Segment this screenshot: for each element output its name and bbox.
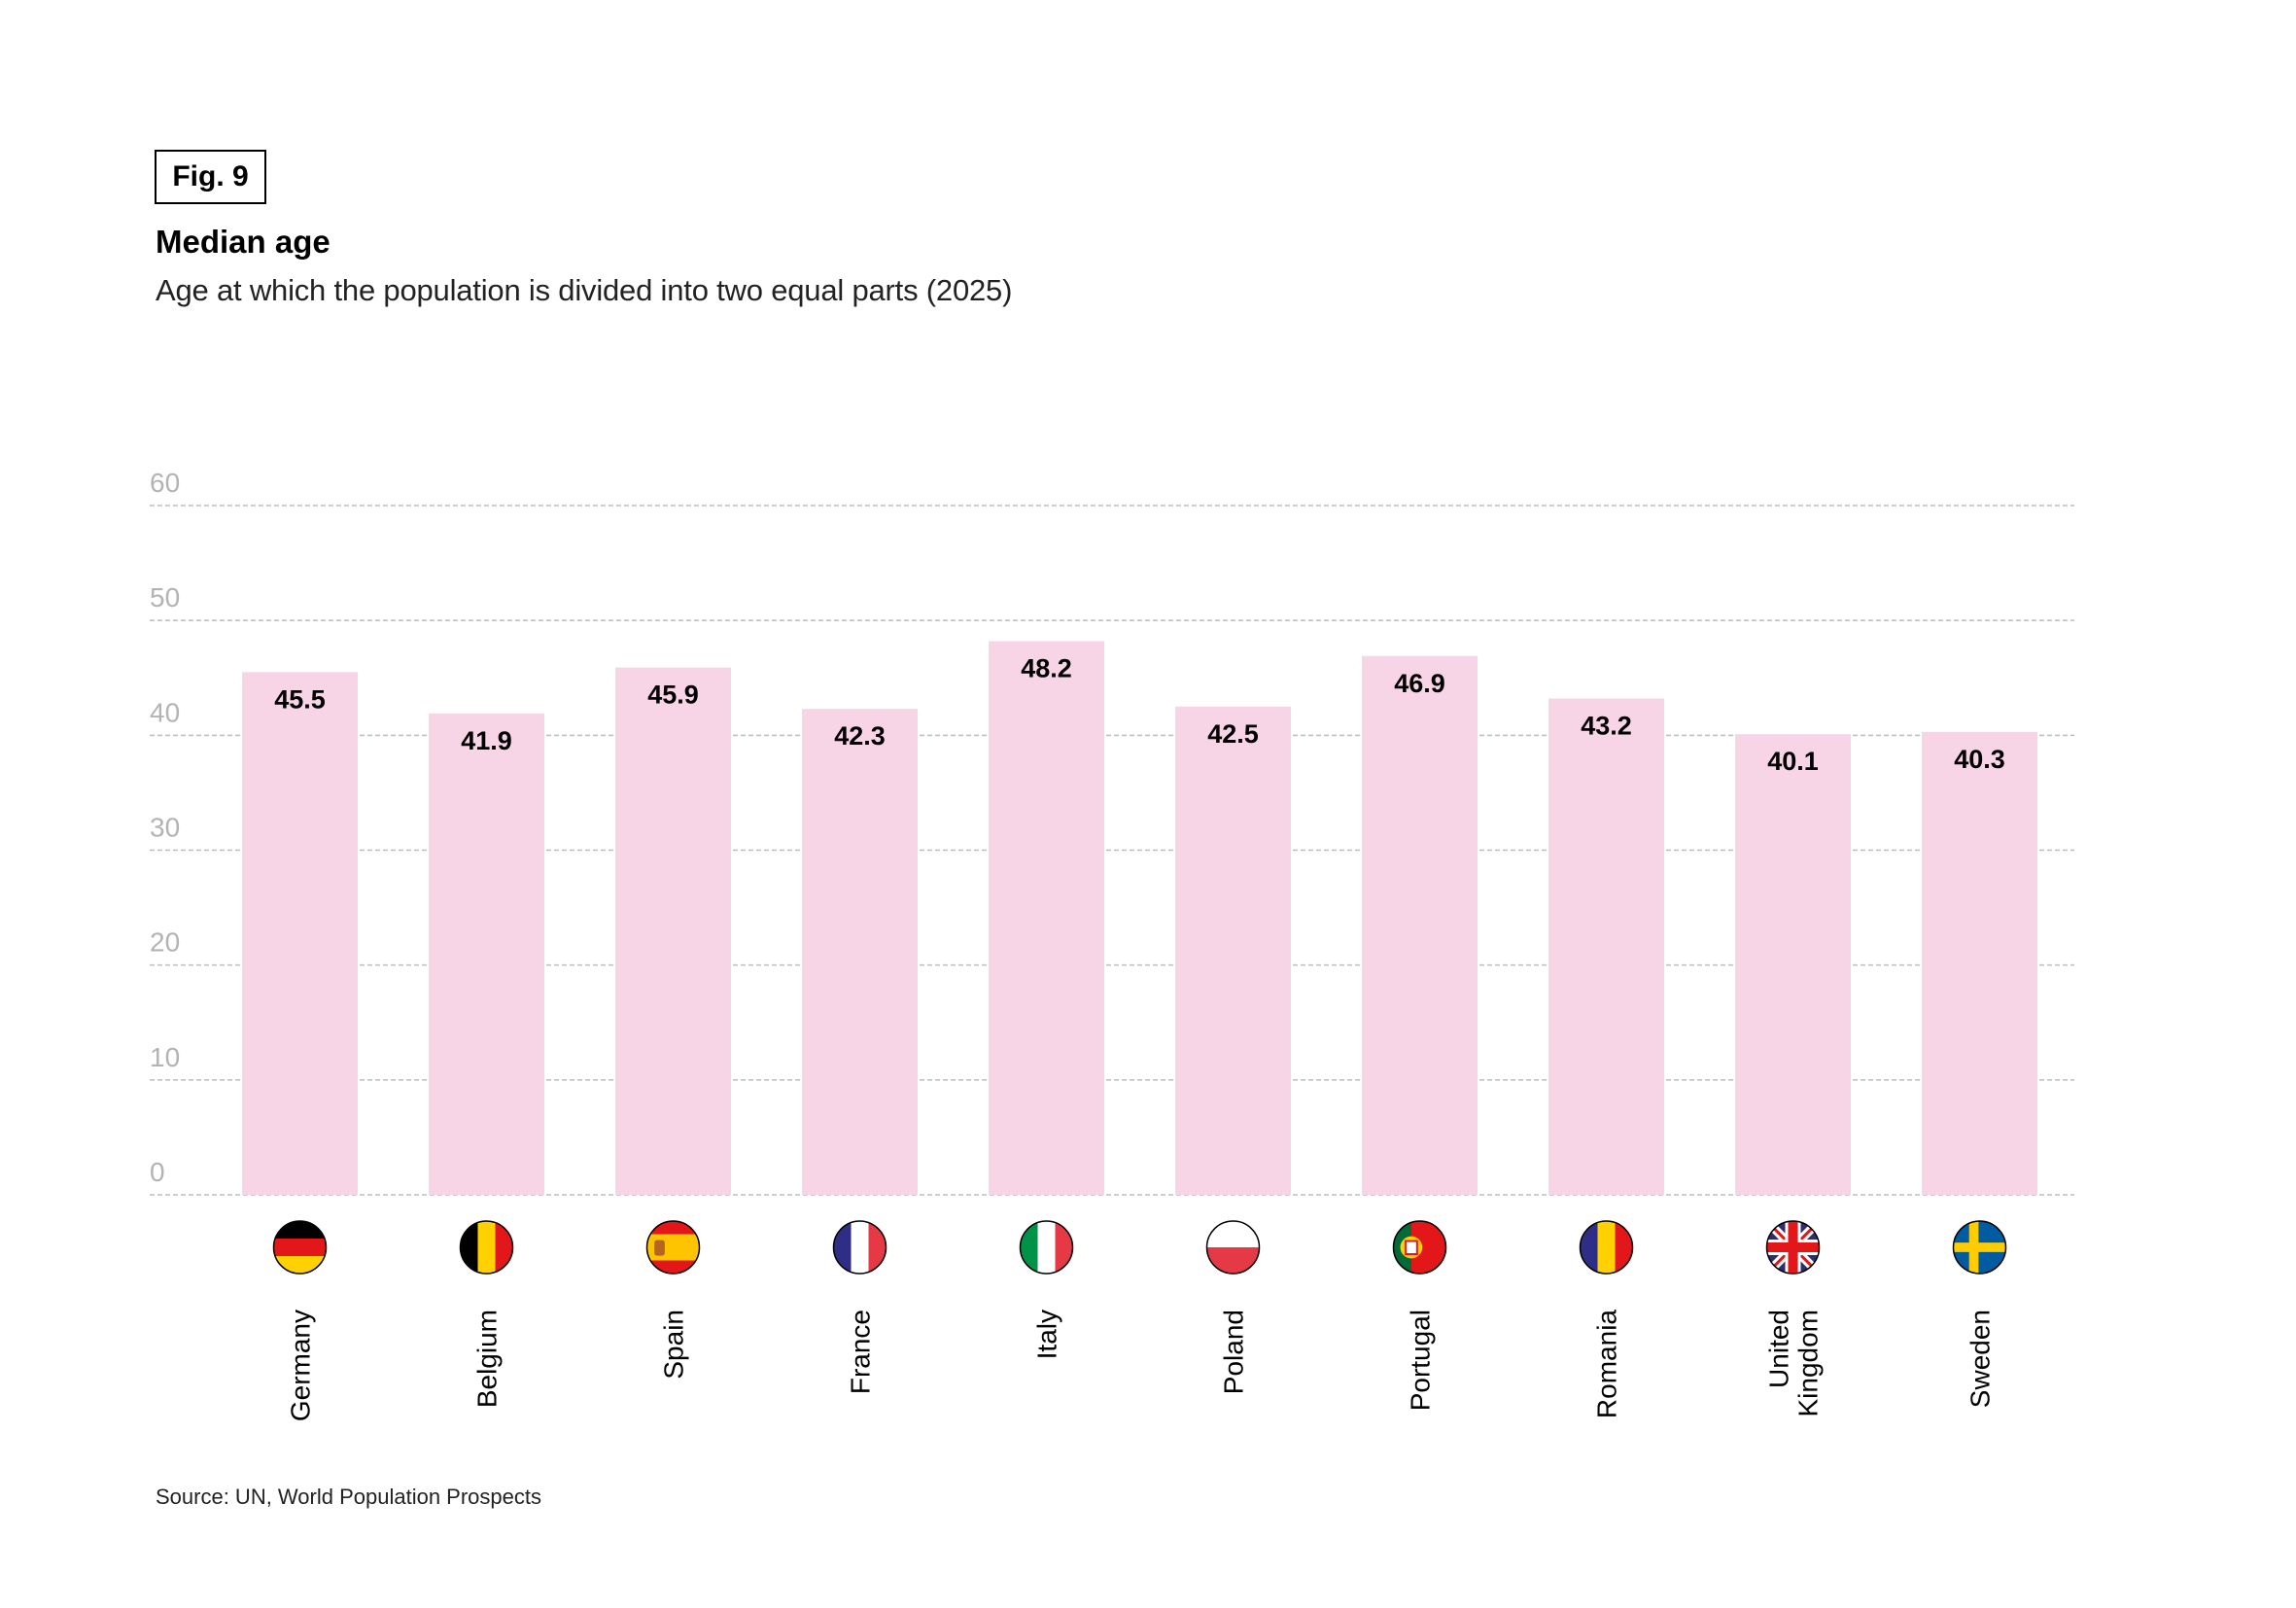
x-axis-labels: Germany Belgium Spain France Italy Poland Port…	[286, 1310, 1996, 1422]
y-axis-ticks: 0 10 20 30 40 50 60	[150, 468, 180, 1187]
value-label: 48.2	[1021, 653, 1072, 682]
x-tick-label-line: Spain	[659, 1310, 689, 1380]
x-tick-label: Italy	[1032, 1310, 1062, 1359]
romania-flag-icon	[1579, 1220, 1634, 1275]
value-label: 46.9	[1394, 669, 1445, 698]
bar-italy	[989, 641, 1104, 1195]
sweden-flag-icon	[1952, 1220, 2007, 1275]
x-tick-label: Poland	[1219, 1310, 1249, 1394]
bar-sweden	[1922, 731, 2037, 1195]
value-label: 40.3	[1954, 745, 2005, 774]
source-note: Source: UN, World Population Prospects	[156, 1485, 541, 1509]
x-tick-label-line: Romania	[1592, 1310, 1622, 1418]
y-tick-label: 50	[150, 582, 180, 612]
x-tick-label-line: Kingdom	[1793, 1310, 1824, 1417]
chart-subtitle: Age at which the population is divided i…	[156, 273, 1013, 307]
x-tick-label-line: France	[846, 1310, 876, 1394]
x-tick-label-line: Sweden	[1966, 1310, 1996, 1408]
value-label: 45.9	[647, 681, 699, 710]
x-tick-label-line: United	[1764, 1310, 1794, 1388]
chart-title: Median age	[156, 224, 330, 260]
x-tick-label-line: Poland	[1219, 1310, 1249, 1394]
value-label: 43.2	[1581, 712, 1632, 741]
figure-label: Fig. 9	[155, 150, 266, 204]
y-tick-label: 30	[150, 813, 180, 843]
x-tick-label: Sweden	[1966, 1310, 1996, 1408]
y-tick-label: 40	[150, 697, 180, 727]
x-tick-label: Belgium	[472, 1310, 503, 1408]
germany-flag-icon	[272, 1220, 328, 1275]
poland-flag-icon	[1205, 1220, 1261, 1275]
value-label: 41.9	[461, 726, 512, 755]
bar-spain	[615, 667, 731, 1195]
x-tick-label: Portugal	[1406, 1310, 1436, 1411]
bar-united-kingdom	[1735, 734, 1851, 1195]
belgium-flag-icon	[459, 1220, 514, 1275]
x-tick-label-line: Portugal	[1406, 1310, 1436, 1411]
y-tick-label: 60	[150, 468, 180, 498]
value-labels: 45.5 41.9 45.9 42.3 48.2 42.5 46.9 43.2 40.1 40.3	[274, 653, 2005, 776]
italy-flag-icon	[1019, 1220, 1074, 1275]
portugal-flag-icon	[1392, 1220, 1447, 1275]
france-flag-icon	[832, 1220, 887, 1275]
bar-france	[802, 709, 918, 1195]
y-tick-label: 20	[150, 927, 180, 958]
x-tick-label: Romania	[1592, 1310, 1622, 1418]
bar-poland	[1175, 706, 1291, 1195]
bar-germany	[242, 672, 358, 1195]
x-tick-label: France	[846, 1310, 876, 1394]
flags	[272, 1220, 2007, 1275]
spain-flag-icon	[645, 1220, 701, 1275]
value-label: 40.1	[1767, 747, 1819, 776]
x-tick-label: Spain	[659, 1310, 689, 1380]
x-tick-label-line: Italy	[1032, 1310, 1062, 1359]
bar-portugal	[1362, 655, 1478, 1195]
x-tick-label-line: Belgium	[472, 1310, 503, 1408]
bars	[242, 641, 2037, 1195]
y-tick-label: 10	[150, 1042, 180, 1072]
bar-belgium	[429, 713, 544, 1195]
x-tick-label: United Kingdom	[1764, 1310, 1824, 1417]
value-label: 45.5	[274, 684, 326, 714]
value-label: 42.3	[834, 721, 886, 751]
value-label: 42.5	[1207, 719, 1259, 749]
x-tick-label: Germany	[286, 1310, 316, 1421]
y-tick-label: 0	[150, 1157, 165, 1187]
x-tick-label-line: Germany	[286, 1310, 316, 1421]
bar-romania	[1548, 698, 1664, 1195]
united-kingdom-flag-icon	[1765, 1220, 1821, 1275]
